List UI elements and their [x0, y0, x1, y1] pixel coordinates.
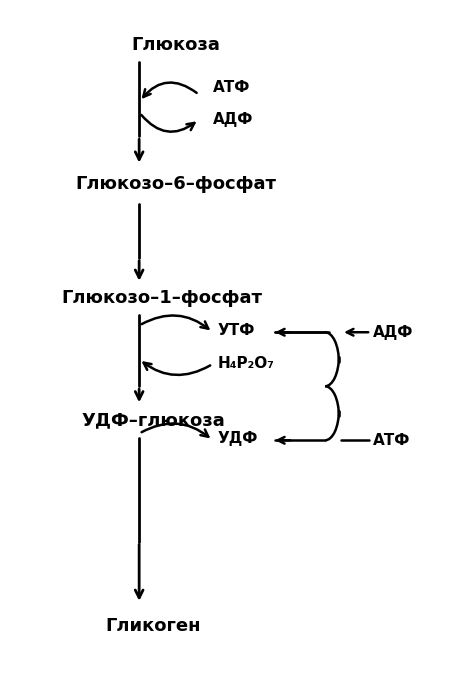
Text: Глюкозо–6–фосфат: Глюкозо–6–фосфат [75, 175, 276, 193]
Text: H₄P₂O₇: H₄P₂O₇ [217, 357, 274, 372]
Text: Гликоген: Гликоген [105, 617, 201, 635]
Text: УДФ–глюкоза: УДФ–глюкоза [81, 411, 225, 429]
Text: Глюкоза: Глюкоза [132, 37, 220, 54]
Text: УТФ: УТФ [217, 323, 255, 338]
Text: АДФ: АДФ [213, 112, 253, 127]
Text: АТФ: АТФ [373, 433, 411, 447]
Text: Глюкозо–1–фосфат: Глюкозо–1–фосфат [61, 290, 262, 308]
Text: АДФ: АДФ [373, 325, 414, 340]
Text: УДФ: УДФ [217, 431, 258, 446]
Text: АТФ: АТФ [213, 79, 250, 95]
